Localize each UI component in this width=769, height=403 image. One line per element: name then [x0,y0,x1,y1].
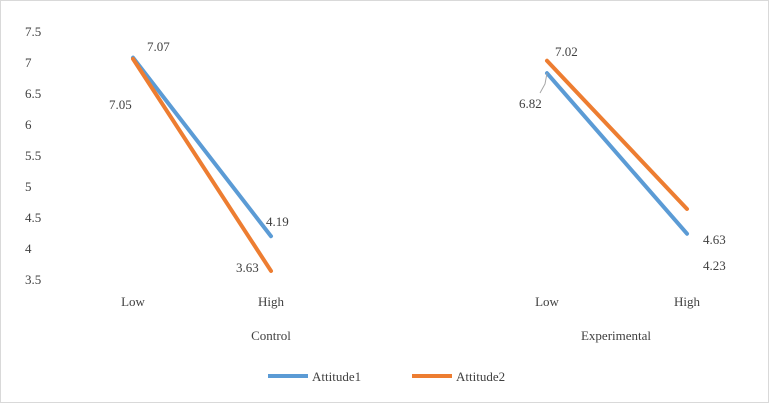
data-label: 6.82 [519,96,542,111]
series-line-attitude1 [131,55,273,239]
data-label: 4.19 [266,214,289,229]
series-line-attitude1 [545,71,689,236]
legend: Attitude1 Attitude2 [268,369,505,384]
data-label: 4.23 [703,258,726,273]
y-tick-label: 7 [25,55,32,70]
x-category-label: High [674,294,701,309]
series-line-attitude2 [545,58,689,211]
y-axis-ticks: 3.5 4 4.5 5 5.5 6 6.5 7 7.5 [25,24,41,287]
series-lines [131,55,689,273]
y-tick-label: 6 [25,117,32,132]
x-group-label: Experimental [581,328,651,343]
x-category-label: Low [121,294,145,309]
data-label: 7.02 [555,44,578,59]
y-tick-label: 5 [25,179,32,194]
x-group-label: Control [251,328,291,343]
series-line-attitude2 [131,56,273,273]
data-label: 7.05 [109,97,132,112]
x-category-label: High [258,294,285,309]
y-tick-label: 4.5 [25,210,41,225]
x-axis-categories: Low High Low High [121,294,700,309]
y-tick-label: 3.5 [25,272,41,287]
data-labels: 7.07 4.19 6.82 4.23 7.05 3.63 7.02 4.63 [109,39,726,275]
x-axis-groups: Control Experimental [251,328,651,343]
data-label: 7.07 [147,39,170,54]
legend-label: Attitude1 [312,369,361,384]
y-tick-label: 4 [25,241,32,256]
data-label: 3.63 [236,260,259,275]
data-label: 4.63 [703,232,726,247]
y-tick-label: 5.5 [25,148,41,163]
legend-label: Attitude2 [456,369,505,384]
y-tick-label: 7.5 [25,24,41,39]
x-category-label: Low [535,294,559,309]
leader-line [539,73,548,94]
y-tick-label: 6.5 [25,86,41,101]
leader-lines [539,73,548,94]
